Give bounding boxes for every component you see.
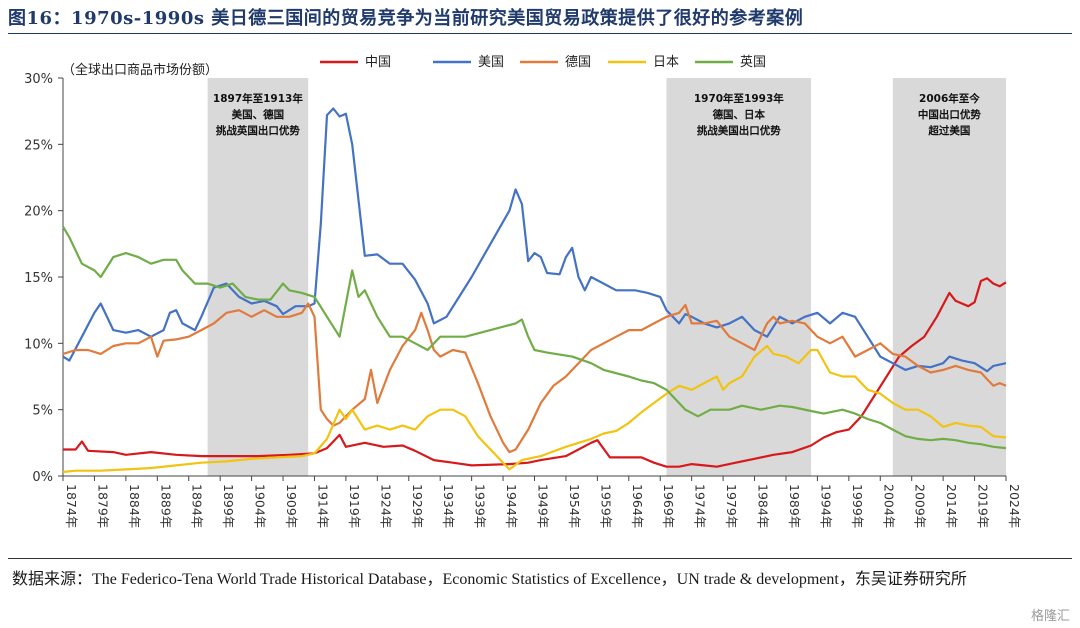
x-tick-label: 1964年	[630, 484, 645, 528]
y-tick-label: 5%	[32, 404, 53, 419]
x-tick-label: 1984年	[756, 484, 771, 528]
y-tick-label: 0%	[32, 470, 53, 485]
x-tick-label: 2009年	[913, 484, 928, 528]
shaded-period-label: 2006年至今	[919, 92, 980, 105]
shaded-period-label: 德国、日本	[712, 108, 766, 121]
y-tick-label: 10%	[24, 337, 53, 352]
legend-label-2: 德国	[565, 55, 591, 70]
x-tick-label: 1979年	[724, 484, 739, 528]
x-tick-label: 1994年	[818, 484, 833, 528]
unit-note: （全球出口商品市场份额）	[62, 62, 218, 78]
x-tick-label: 1934年	[441, 484, 456, 528]
x-tick-label: 1939年	[473, 484, 488, 528]
x-tick-label: 1944年	[504, 484, 519, 528]
shaded-period-label: 1970年至1993年	[694, 92, 784, 105]
series-line-1	[62, 107, 1007, 373]
source-note: 数据来源：The Federico-Tena World Trade Histo…	[12, 571, 967, 588]
series-line-0	[63, 277, 1007, 468]
legend-label-0: 中国	[365, 55, 391, 70]
shaded-period-label: 超过美国	[927, 124, 970, 137]
x-tick-label: 1989年	[787, 484, 802, 528]
shaded-period-label: 挑战美国出口优势	[697, 124, 781, 137]
x-tick-label: 1949年	[536, 484, 551, 528]
watermark-text: 格隆汇	[1030, 609, 1070, 624]
x-tick-label: 2004年	[881, 484, 896, 528]
bottom-rule	[8, 558, 1072, 559]
x-tick-label: 1919年	[347, 484, 362, 528]
series-line-4	[62, 226, 1007, 450]
title-rule	[8, 33, 1072, 34]
line-chart: 0% 5% 10% 15% 20% 25% 30% 1874年 1879年 1884年 1889年 1…	[24, 55, 1022, 528]
x-tick-label: 1999年	[850, 484, 865, 528]
y-tick-label: 20%	[24, 205, 53, 220]
series-lines	[62, 107, 1007, 474]
shaded-periods	[207, 78, 1006, 476]
shaded-period-label: 1897年至1913年	[213, 92, 303, 105]
axes: 0% 5% 10% 15% 20% 25% 30% 1874年 1879年 1884年 1889年 1…	[24, 72, 1022, 528]
x-tick-label: 1959年	[598, 484, 613, 528]
shaded-period-2	[892, 78, 1006, 476]
x-tick-label: 1874年	[64, 484, 79, 528]
x-tick-label: 1879年	[95, 484, 110, 528]
x-tick-label: 1929年	[410, 484, 425, 528]
legend-label-4: 英国	[740, 55, 766, 70]
legend-label-3: 日本	[653, 55, 679, 70]
x-tick-label: 1954年	[567, 484, 582, 528]
x-tick-label: 2019年	[976, 484, 991, 528]
x-tick-label: 2014年	[944, 484, 959, 528]
series-line-3	[62, 344, 1007, 474]
x-tick-label: 1914年	[315, 484, 330, 528]
x-tick-label: 1969年	[661, 484, 676, 528]
legend: 中国 美国 德国 日本 英国	[320, 55, 766, 70]
y-tick-label: 30%	[24, 72, 53, 87]
series-line-2	[62, 302, 1007, 454]
x-tick-label: 1884年	[127, 484, 142, 528]
x-tick-label: 1899年	[221, 484, 236, 528]
x-tick-label: 1894年	[190, 484, 205, 528]
shaded-period-0	[207, 78, 309, 476]
y-tick-label: 25%	[24, 138, 53, 153]
shaded-period-label: 中国出口优势	[918, 108, 981, 121]
y-tick-label: 15%	[24, 271, 53, 286]
x-tick-label: 1909年	[284, 484, 299, 528]
shaded-period-1	[666, 78, 812, 476]
legend-label-1: 美国	[478, 55, 504, 70]
x-tick-label: 1889年	[158, 484, 173, 528]
figure-title: 图16：1970s-1990s 美日德三国间的贸易竞争为当前研究美国贸易政策提供…	[8, 8, 804, 29]
x-tick-label: 1974年	[693, 484, 708, 528]
shaded-period-label: 挑战英国出口优势	[216, 124, 300, 137]
x-tick-label: 1904年	[253, 484, 268, 528]
shaded-period-label: 美国、德国	[232, 108, 285, 121]
x-tick-label: 1924年	[378, 484, 393, 528]
x-tick-label: 2024年	[1007, 484, 1022, 528]
